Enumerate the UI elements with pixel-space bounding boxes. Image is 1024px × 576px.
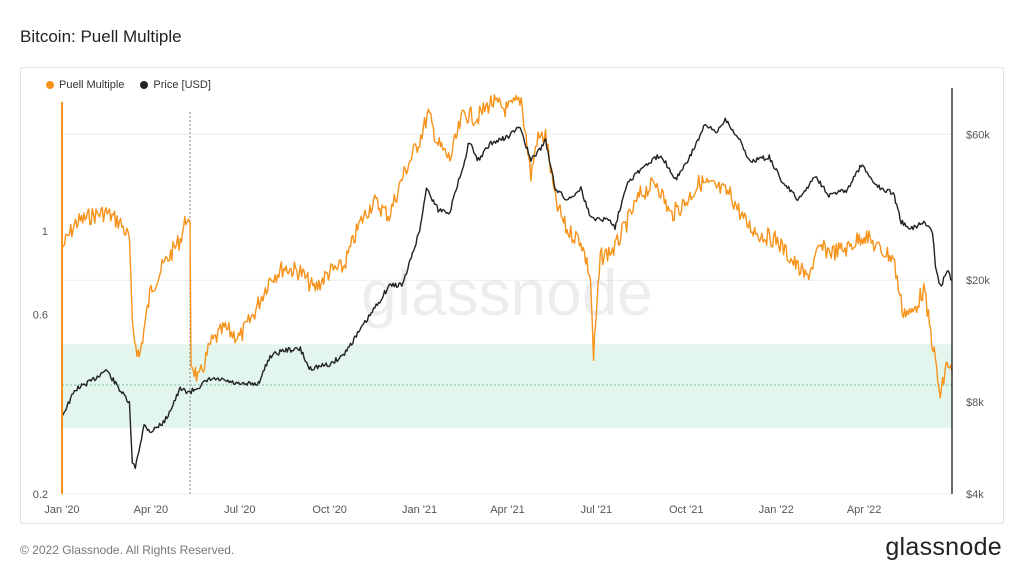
legend-item-puell[interactable]: Puell Multiple: [46, 79, 124, 91]
watermark: glassnode: [361, 257, 653, 329]
x-tick-label: Apr '20: [134, 504, 169, 516]
copyright-text: © 2022 Glassnode. All Rights Reserved.: [20, 543, 235, 557]
right-tick-label: $4k: [966, 489, 984, 501]
x-tick-label: Apr '22: [847, 504, 882, 516]
x-tick-label: Jul '21: [581, 504, 612, 516]
right-tick-label: $60k: [966, 129, 990, 141]
series-line-price: [61, 117, 953, 470]
page-title: Bitcoin: Puell Multiple: [20, 27, 182, 46]
x-tick-label: Oct '20: [312, 504, 347, 516]
chart-legend: Puell Multiple Price [USD]: [46, 79, 211, 91]
x-tick-label: Jul '20: [224, 504, 255, 516]
x-tick-label: Jan '21: [402, 504, 437, 516]
x-tick-label: Jan '20: [44, 504, 79, 516]
brand-logo: glassnode: [885, 533, 1002, 561]
legend-item-price[interactable]: Price [USD]: [140, 79, 211, 91]
left-tick-label: 1: [42, 226, 48, 238]
green-band: [62, 344, 952, 428]
right-axis-ticks: $4k $8k $20k $60k: [966, 129, 990, 501]
right-tick-label: $20k: [966, 275, 990, 287]
legend-dot-puell: [46, 81, 54, 89]
legend-label-price: Price [USD]: [153, 79, 211, 91]
x-tick-label: Apr '21: [490, 504, 525, 516]
x-tick-label: Jan '22: [759, 504, 794, 516]
left-axis-ticks: 0.2 0.6 1: [33, 226, 48, 501]
chart-frame: [20, 67, 1004, 524]
x-axis-ticks: Jan '20 Apr '20 Jul '20 Oct '20 Jan '21 Apr '…: [44, 504, 881, 516]
right-tick-label: $8k: [966, 397, 984, 409]
x-tick-label: Oct '21: [669, 504, 704, 516]
series-line-puell-multiple: [61, 94, 953, 399]
legend-dot-price: [140, 81, 149, 89]
left-tick-label: 0.2: [33, 489, 48, 501]
legend-label-puell: Puell Multiple: [59, 79, 125, 91]
left-tick-label: 0.6: [33, 310, 48, 322]
